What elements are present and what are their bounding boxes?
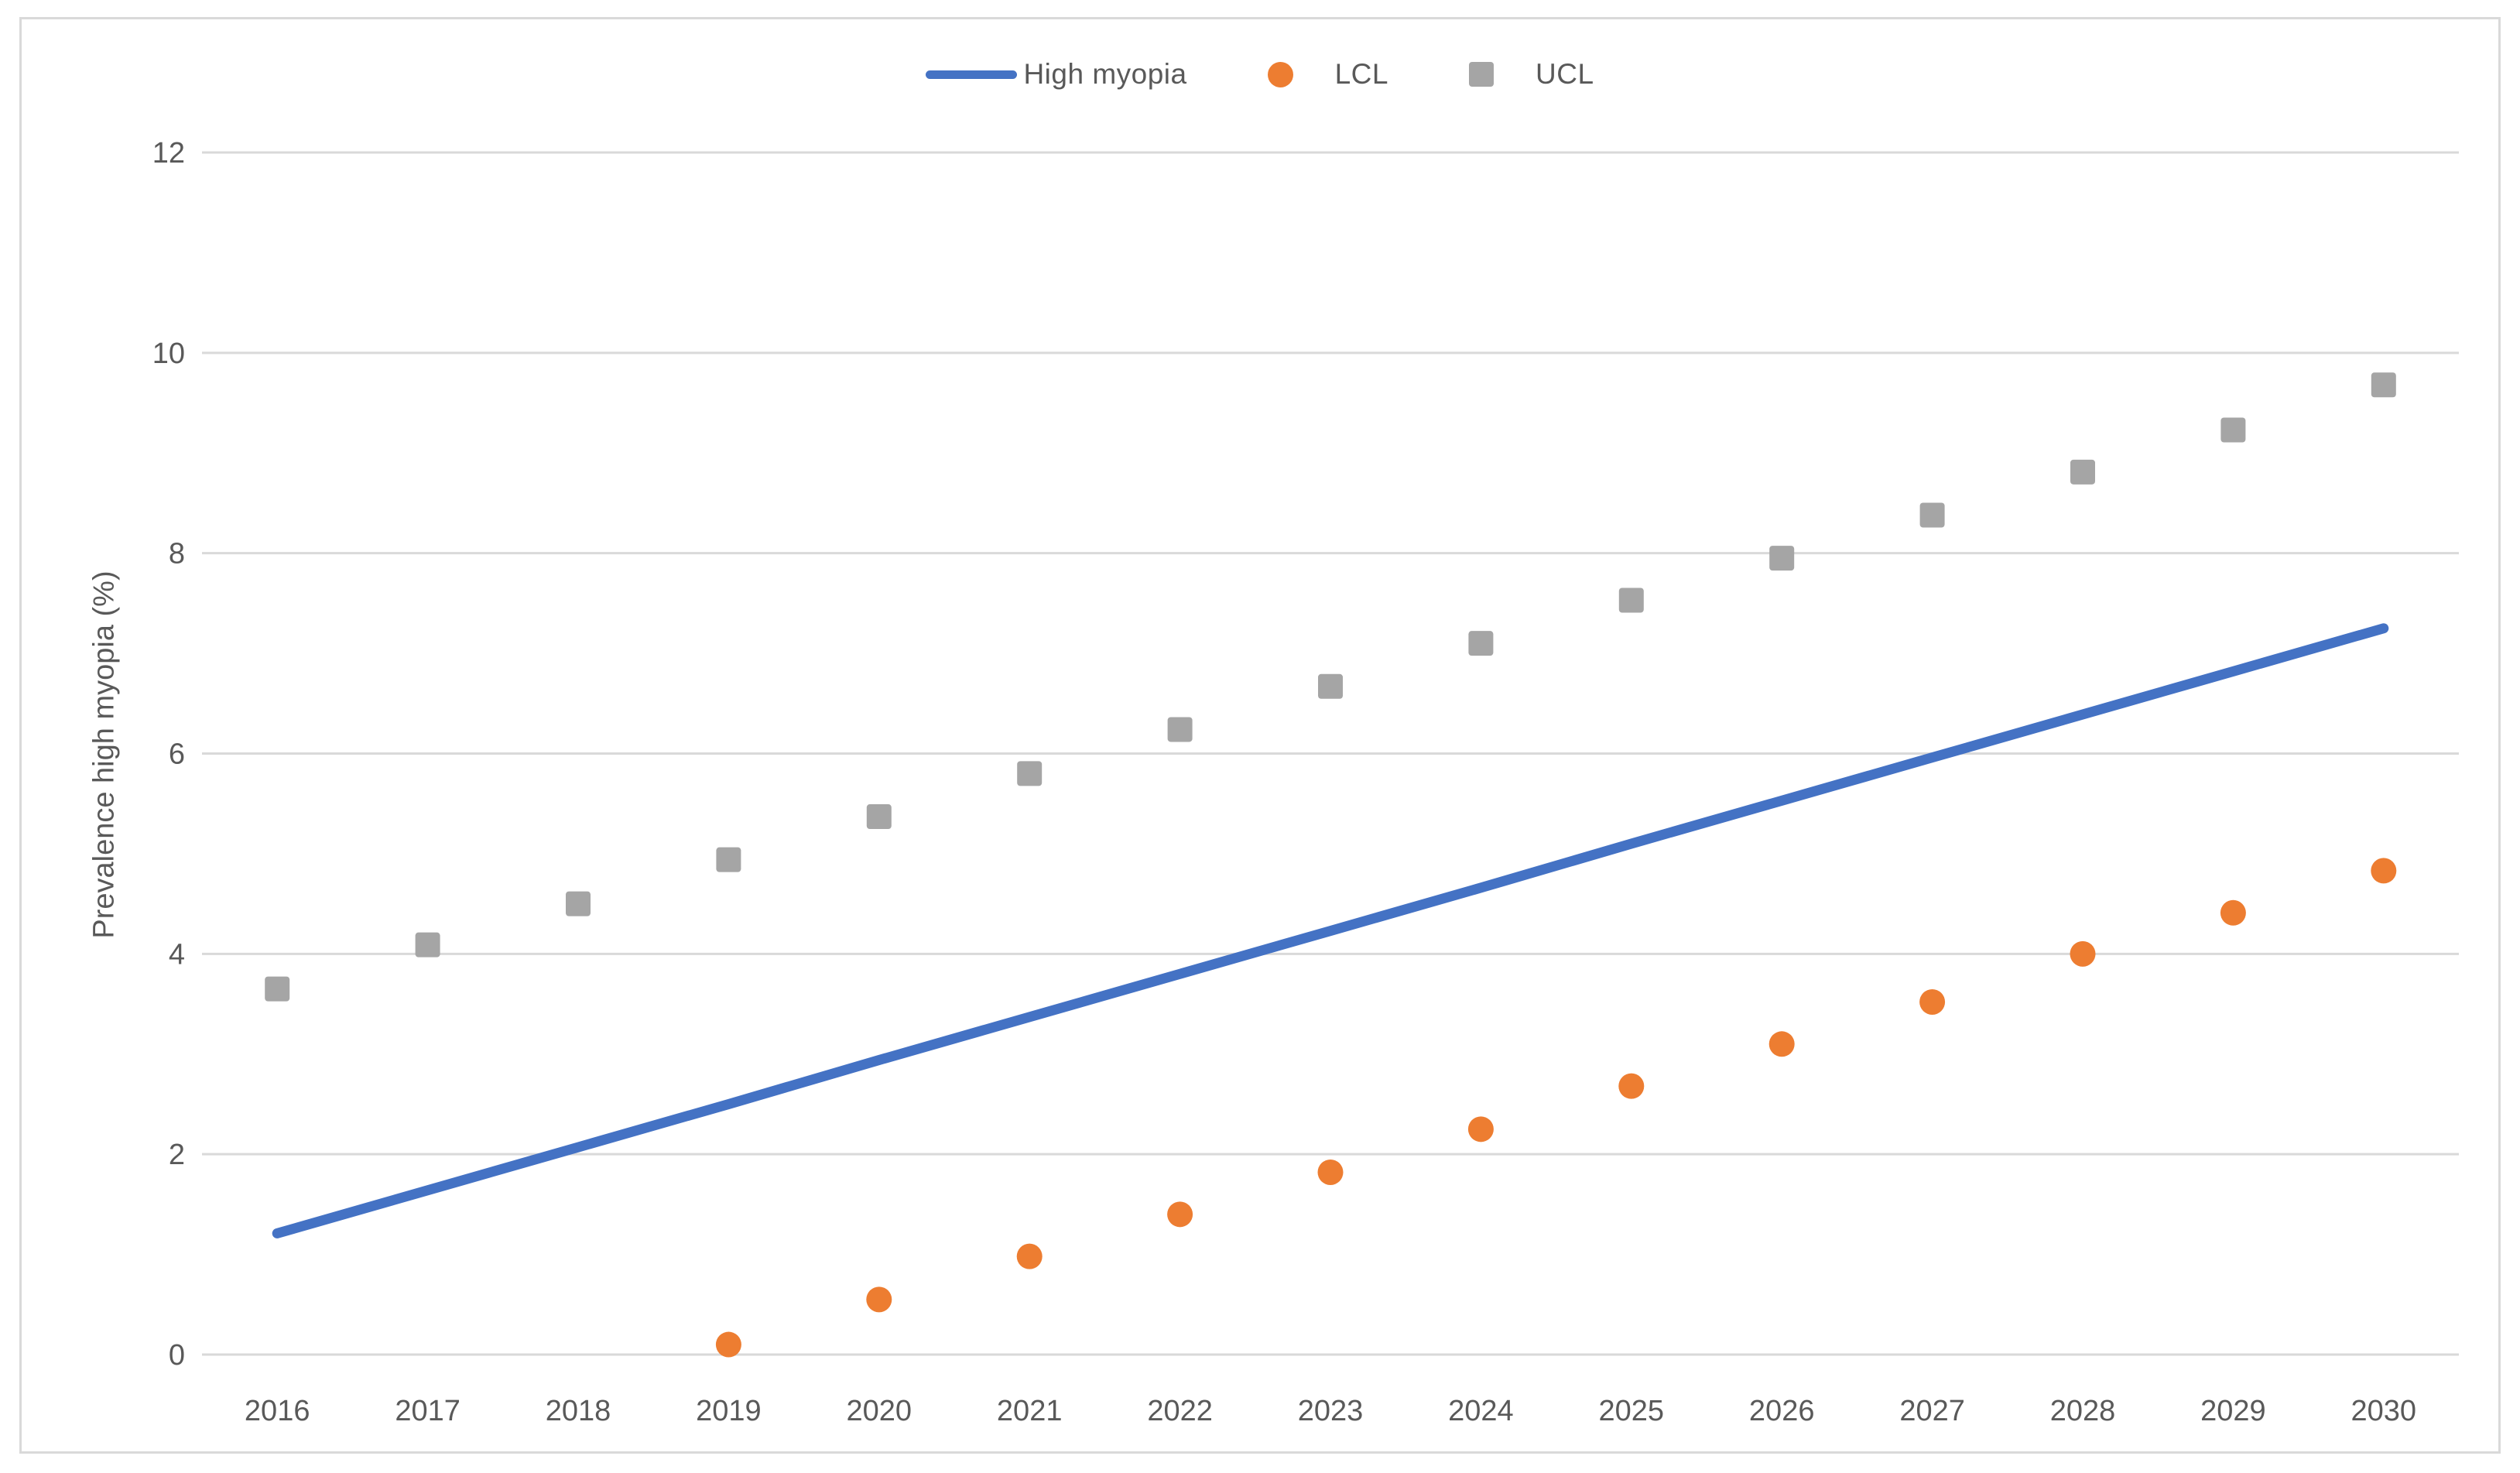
marker-lcl-2023 [1317,1159,1344,1185]
y-tick-label-4: 4 [169,938,185,971]
marker-lcl-2030 [2371,858,2397,884]
y-tick-label-12: 12 [152,137,185,170]
marker-lcl-2019 [715,1331,741,1358]
x-tick-label-2024: 2024 [1448,1395,1514,1427]
y-tick-label-10: 10 [152,337,185,370]
x-tick-label-2018: 2018 [546,1395,611,1427]
marker-lcl-2022 [1167,1201,1193,1228]
series-line-high-myopia [272,623,2389,1238]
marker-lcl-2026 [1768,1031,1795,1057]
marker-ucl-2025 [1618,587,1644,613]
marker-ucl-2019 [716,847,741,872]
y-tick-label-8: 8 [169,538,185,570]
marker-ucl-2027 [1919,502,1945,528]
marker-ucl-2021 [1017,761,1043,786]
marker-ucl-2023 [1318,673,1343,699]
x-tick-label-2029: 2029 [2200,1395,2266,1427]
y-tick-label-0: 0 [169,1339,185,1372]
marker-lcl-2029 [2220,899,2246,926]
marker-ucl-2030 [2371,372,2396,398]
x-tick-label-2017: 2017 [395,1395,461,1427]
marker-ucl-2024 [1468,631,1494,656]
y-axis-title: Prevalence high myopia (%) [87,570,121,939]
marker-lcl-2025 [1618,1073,1645,1099]
marker-ucl-2026 [1769,546,1795,571]
x-tick-label-2016: 2016 [245,1395,310,1427]
x-tick-label-2025: 2025 [1599,1395,1665,1427]
x-tick-label-2019: 2019 [696,1395,762,1427]
y-tick-label-2: 2 [169,1139,185,1171]
marker-lcl-2028 [2070,940,2096,967]
x-tick-label-2023: 2023 [1298,1395,1364,1427]
marker-ucl-2020 [866,804,892,830]
marker-lcl-2020 [866,1286,892,1313]
x-tick-label-2027: 2027 [1899,1395,1965,1427]
x-tick-label-2020: 2020 [847,1395,912,1427]
marker-lcl-2024 [1467,1116,1494,1142]
marker-ucl-2029 [2220,417,2246,443]
x-tick-label-2030: 2030 [2351,1395,2417,1427]
x-tick-label-2026: 2026 [1749,1395,1815,1427]
marker-ucl-2018 [566,891,591,916]
marker-lcl-2021 [1016,1243,1043,1269]
marker-ucl-2022 [1167,717,1193,742]
marker-lcl-2027 [1919,988,1946,1015]
x-tick-label-2022: 2022 [1147,1395,1213,1427]
x-tick-label-2021: 2021 [997,1395,1063,1427]
marker-ucl-2016 [265,976,290,1002]
marker-ucl-2028 [2070,459,2095,485]
y-tick-label-6: 6 [169,738,185,771]
marker-ucl-2017 [415,932,440,957]
chart-figure-border [19,17,2501,1454]
x-tick-label-2028: 2028 [2050,1395,2116,1427]
